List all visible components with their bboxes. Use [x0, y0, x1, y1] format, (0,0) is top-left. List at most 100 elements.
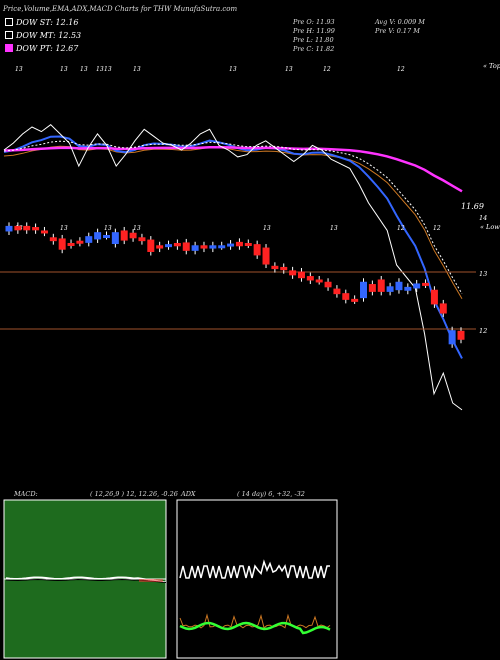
candle-body	[430, 289, 438, 305]
candle-body	[342, 293, 350, 300]
candle-panel-right-label: « Lowes	[480, 223, 500, 231]
candle-body	[368, 284, 376, 292]
candle-body	[351, 298, 359, 302]
legend-dow-st: DOW ST: 12.16	[5, 18, 78, 27]
stat-open: Pre O: 11.93	[293, 18, 335, 26]
stat-high: Pre H: 11.99	[293, 27, 335, 35]
candle-body	[129, 232, 137, 239]
candle-body	[262, 247, 270, 265]
candle-body	[439, 303, 447, 314]
candle-body	[404, 286, 412, 291]
candle-body	[58, 238, 66, 250]
candle-body	[395, 281, 403, 291]
candle-date-tick: 13	[263, 225, 271, 232]
candle-body	[333, 288, 341, 295]
legend-label: DOW MT: 12.53	[16, 31, 82, 40]
candle-body	[182, 242, 190, 251]
candle-date-tick: 12	[397, 225, 405, 232]
candle-body	[271, 265, 279, 270]
candle-body	[49, 237, 57, 242]
candle-body	[94, 232, 102, 240]
macd-signal-line	[5, 578, 167, 583]
candle-body	[67, 243, 75, 246]
legend-label: DOW PT: 12.67	[16, 44, 79, 53]
candle-body	[32, 227, 40, 231]
top-date-tick: 13	[80, 66, 88, 73]
candle-body	[156, 245, 164, 249]
candle-body	[297, 271, 305, 279]
price-label-13: 13	[479, 270, 487, 278]
top-date-tick: 13	[285, 66, 293, 73]
candle-body	[23, 225, 31, 231]
candle-body	[235, 241, 243, 247]
candle-body	[14, 225, 22, 231]
top-panel-right-label: « Topa	[483, 62, 500, 70]
candle-body	[413, 283, 421, 289]
top-date-tick: 12	[323, 66, 331, 73]
stat-avg-volume: Avg V: 0.009 M	[375, 18, 425, 26]
candle-body	[377, 279, 385, 292]
legend-swatch	[5, 31, 13, 39]
candle-body	[120, 230, 128, 241]
legend-swatch	[5, 18, 13, 26]
candle-date-tick: 12	[433, 225, 441, 232]
top-date-tick: 13	[104, 66, 112, 73]
legend-dow-mt: DOW MT: 12.53	[5, 31, 81, 40]
top-date-tick: 13	[96, 66, 104, 73]
top-date-ticks: 13 13 13 13 13 13 13 13 12 12	[15, 66, 405, 73]
top-date-tick: 12	[397, 66, 405, 73]
stat-low: Pre L: 11.80	[293, 36, 334, 44]
candle-body	[315, 279, 323, 283]
candles-group	[5, 222, 465, 348]
adx-background	[176, 499, 338, 659]
candle-body	[173, 243, 181, 247]
candle-body	[360, 281, 368, 299]
candle-body	[147, 239, 155, 252]
ema-dotted-line	[3, 140, 463, 295]
adx-title: ADX	[181, 490, 196, 498]
macd-params: ( 12,26,9 ) 12, 12.26, -0.26	[90, 490, 178, 498]
price-label-12: 12	[479, 327, 487, 335]
top-date-tick: 13	[133, 66, 141, 73]
candle-body	[306, 276, 314, 281]
macd-histogram	[139, 579, 163, 582]
macd-line	[5, 576, 167, 583]
candle-body	[457, 330, 465, 340]
candle-body	[40, 230, 48, 234]
candle-body	[386, 286, 394, 292]
legend-swatch	[5, 44, 13, 52]
ema-mid-line	[3, 145, 463, 300]
adx-di-plus-line	[179, 559, 330, 579]
close-price-line	[3, 124, 463, 411]
price-label-14: 14	[479, 214, 487, 222]
legend-label: DOW ST: 12.16	[16, 18, 79, 27]
candle-body	[218, 245, 226, 249]
candle-body	[76, 240, 84, 244]
macd-title: MACD:	[14, 490, 38, 498]
candle-body	[324, 281, 332, 288]
legend-dow-pt: DOW PT: 12.67	[5, 44, 78, 53]
candle-body	[111, 232, 119, 244]
candle-body	[289, 270, 297, 276]
top-date-tick: 13	[15, 66, 23, 73]
candle-body	[280, 266, 288, 271]
candle-body	[138, 237, 146, 242]
ema-fast-line	[3, 135, 463, 359]
candle-body	[244, 243, 252, 246]
candle-body	[209, 245, 217, 249]
candle-body	[253, 244, 261, 256]
candle-body	[448, 330, 456, 345]
candle-date-tick: 13	[133, 225, 141, 232]
macd-panel	[3, 499, 167, 659]
adx-params: ( 14 day) 6, +32, -32	[237, 490, 305, 498]
candle-date-tick: 13	[330, 225, 338, 232]
candle-date-tick: 13	[104, 225, 112, 232]
candle-body	[422, 282, 430, 286]
candle-body	[200, 245, 208, 249]
candle-body	[165, 244, 173, 248]
stat-close: Pre C: 11.82	[293, 45, 335, 53]
